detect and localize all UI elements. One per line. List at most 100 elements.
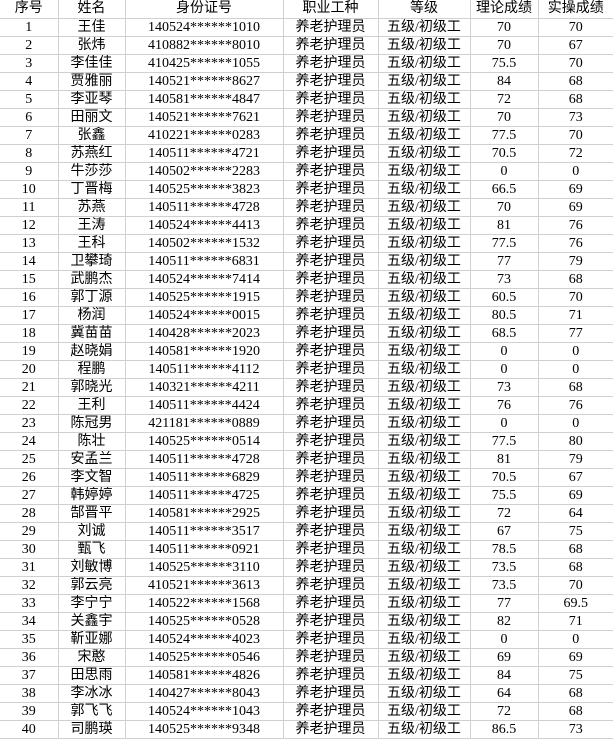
- cell-name[interactable]: 赵晓娟: [57, 341, 126, 361]
- cell-name[interactable]: 李佳佳: [57, 53, 126, 73]
- cell-name[interactable]: 卫攀琦: [57, 251, 126, 271]
- cell-num[interactable]: 4: [0, 71, 59, 91]
- cell-name[interactable]: 靳亚娜: [57, 629, 126, 649]
- cell-num[interactable]: 9: [0, 161, 59, 181]
- cell-theory_score[interactable]: 84: [469, 665, 539, 685]
- cell-theory_score[interactable]: 70: [469, 35, 539, 55]
- cell-theory_score[interactable]: 82: [469, 611, 539, 631]
- cell-id_number[interactable]: 140525******3823: [124, 179, 284, 199]
- cell-name[interactable]: 牛莎莎: [57, 161, 126, 181]
- cell-num[interactable]: 38: [0, 683, 59, 703]
- cell-num[interactable]: 14: [0, 251, 59, 271]
- cell-level[interactable]: 五级/初级工: [377, 593, 471, 613]
- cell-num[interactable]: 17: [0, 305, 59, 325]
- cell-num[interactable]: 27: [0, 485, 59, 505]
- cell-id_number[interactable]: 140511******4112: [124, 359, 284, 379]
- cell-level[interactable]: 五级/初级工: [377, 413, 471, 433]
- cell-theory_score[interactable]: 75.5: [469, 53, 539, 73]
- cell-id_number[interactable]: 410425******1055: [124, 53, 284, 73]
- cell-name[interactable]: 丁晋梅: [57, 179, 126, 199]
- cell-level[interactable]: 五级/初级工: [377, 503, 471, 523]
- cell-num[interactable]: 36: [0, 647, 59, 667]
- cell-id_number[interactable]: 140581******4826: [124, 665, 284, 685]
- cell-id_number[interactable]: 140581******1920: [124, 341, 284, 361]
- cell-level[interactable]: 五级/初级工: [377, 71, 471, 91]
- cell-level[interactable]: 五级/初级工: [377, 395, 471, 415]
- cell-practical_score[interactable]: 70: [537, 125, 613, 145]
- cell-occupation[interactable]: 养老护理员: [282, 413, 379, 433]
- cell-occupation[interactable]: 养老护理员: [282, 251, 379, 271]
- cell-num[interactable]: 24: [0, 431, 59, 451]
- cell-theory_score[interactable]: 77: [469, 593, 539, 613]
- cell-name[interactable]: 郭晓光: [57, 377, 126, 397]
- cell-name[interactable]: 杨润: [57, 305, 126, 325]
- cell-num[interactable]: 28: [0, 503, 59, 523]
- cell-num[interactable]: 7: [0, 125, 59, 145]
- cell-name[interactable]: 王佳: [57, 17, 126, 37]
- cell-id_number[interactable]: 140524******7414: [124, 269, 284, 289]
- cell-practical_score[interactable]: 0: [537, 161, 613, 181]
- cell-practical_score[interactable]: 68: [537, 557, 613, 577]
- cell-name[interactable]: 郭飞飞: [57, 701, 126, 721]
- cell-id_number[interactable]: 140511******6831: [124, 251, 284, 271]
- cell-name[interactable]: 甄飞: [57, 539, 126, 559]
- cell-id_number[interactable]: 140321******4211: [124, 377, 284, 397]
- cell-id_number[interactable]: 140511******4725: [124, 485, 284, 505]
- cell-num[interactable]: 15: [0, 269, 59, 289]
- column-header-level[interactable]: 等级: [377, 0, 471, 19]
- cell-name[interactable]: 苏燕红: [57, 143, 126, 163]
- cell-num[interactable]: 6: [0, 107, 59, 127]
- cell-level[interactable]: 五级/初级工: [377, 431, 471, 451]
- cell-occupation[interactable]: 养老护理员: [282, 485, 379, 505]
- cell-practical_score[interactable]: 70: [537, 53, 613, 73]
- cell-practical_score[interactable]: 67: [537, 35, 613, 55]
- cell-num[interactable]: 10: [0, 179, 59, 199]
- cell-practical_score[interactable]: 68: [537, 683, 613, 703]
- cell-num[interactable]: 16: [0, 287, 59, 307]
- cell-theory_score[interactable]: 70: [469, 107, 539, 127]
- cell-theory_score[interactable]: 60.5: [469, 287, 539, 307]
- cell-practical_score[interactable]: 75: [537, 665, 613, 685]
- cell-num[interactable]: 37: [0, 665, 59, 685]
- cell-name[interactable]: 李亚琴: [57, 89, 126, 109]
- cell-practical_score[interactable]: 79: [537, 449, 613, 469]
- column-header-occupation[interactable]: 职业工种: [282, 0, 379, 19]
- cell-theory_score[interactable]: 72: [469, 503, 539, 523]
- cell-occupation[interactable]: 养老护理员: [282, 575, 379, 595]
- cell-occupation[interactable]: 养老护理员: [282, 467, 379, 487]
- cell-num[interactable]: 18: [0, 323, 59, 343]
- cell-id_number[interactable]: 140525******0546: [124, 647, 284, 667]
- cell-level[interactable]: 五级/初级工: [377, 701, 471, 721]
- cell-num[interactable]: 3: [0, 53, 59, 73]
- cell-practical_score[interactable]: 76: [537, 215, 613, 235]
- cell-occupation[interactable]: 养老护理员: [282, 305, 379, 325]
- cell-level[interactable]: 五级/初级工: [377, 107, 471, 127]
- cell-occupation[interactable]: 养老护理员: [282, 179, 379, 199]
- cell-theory_score[interactable]: 77.5: [469, 233, 539, 253]
- cell-practical_score[interactable]: 67: [537, 467, 613, 487]
- cell-theory_score[interactable]: 69: [469, 647, 539, 667]
- cell-name[interactable]: 郜晋平: [57, 503, 126, 523]
- cell-id_number[interactable]: 140511******4721: [124, 143, 284, 163]
- cell-name[interactable]: 郭云亮: [57, 575, 126, 595]
- cell-level[interactable]: 五级/初级工: [377, 323, 471, 343]
- cell-practical_score[interactable]: 69: [537, 647, 613, 667]
- cell-id_number[interactable]: 140581******4847: [124, 89, 284, 109]
- cell-practical_score[interactable]: 0: [537, 359, 613, 379]
- cell-practical_score[interactable]: 75: [537, 521, 613, 541]
- cell-name[interactable]: 司鹏瑛: [57, 719, 126, 739]
- cell-practical_score[interactable]: 72: [537, 143, 613, 163]
- cell-id_number[interactable]: 140525******9348: [124, 719, 284, 739]
- cell-theory_score[interactable]: 68.5: [469, 323, 539, 343]
- cell-occupation[interactable]: 养老护理员: [282, 647, 379, 667]
- cell-practical_score[interactable]: 68: [537, 71, 613, 91]
- cell-name[interactable]: 王科: [57, 233, 126, 253]
- cell-level[interactable]: 五级/初级工: [377, 287, 471, 307]
- cell-name[interactable]: 安孟兰: [57, 449, 126, 469]
- cell-practical_score[interactable]: 69: [537, 485, 613, 505]
- cell-level[interactable]: 五级/初级工: [377, 125, 471, 145]
- cell-name[interactable]: 冀苗苗: [57, 323, 126, 343]
- cell-num[interactable]: 33: [0, 593, 59, 613]
- cell-num[interactable]: 5: [0, 89, 59, 109]
- cell-id_number[interactable]: 140521******8627: [124, 71, 284, 91]
